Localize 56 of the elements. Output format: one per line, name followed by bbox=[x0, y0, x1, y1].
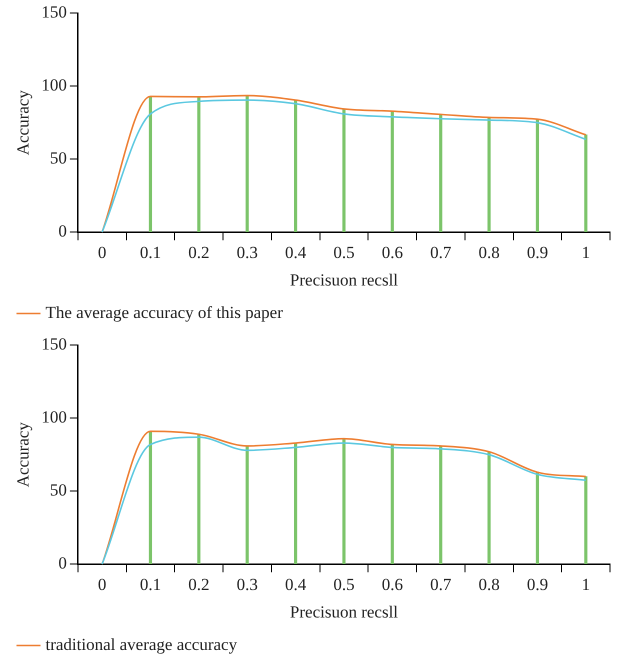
legend-label: The average accuracy of this paper bbox=[46, 302, 284, 322]
y-axis-title: Accuracy bbox=[14, 422, 33, 488]
x-tick-label: 0.3 bbox=[236, 574, 258, 594]
bar bbox=[584, 476, 588, 564]
x-tick-label: 0.4 bbox=[284, 242, 307, 262]
bar bbox=[294, 100, 298, 232]
x-tick-label: 0.1 bbox=[140, 574, 162, 594]
bar bbox=[342, 108, 346, 232]
bar bbox=[439, 446, 442, 564]
bar bbox=[390, 110, 394, 232]
bar bbox=[584, 134, 588, 232]
bar bbox=[342, 438, 346, 564]
x-tick-label: 0.7 bbox=[430, 242, 452, 262]
x-tick-label: 0 bbox=[98, 574, 106, 594]
y-tick-label: 50 bbox=[50, 148, 67, 168]
bar bbox=[294, 442, 298, 564]
x-tick-label: 0.8 bbox=[478, 574, 500, 594]
y-tick-label: 100 bbox=[41, 408, 67, 427]
x-tick-label: 0.2 bbox=[188, 574, 210, 594]
bar bbox=[197, 434, 200, 564]
y-tick-label: 150 bbox=[41, 334, 67, 354]
legend-label: traditional average accuracy bbox=[46, 634, 238, 654]
x-tick-label: 0.6 bbox=[382, 574, 403, 594]
x-tick-label: 0 bbox=[98, 242, 106, 262]
bar bbox=[536, 118, 540, 232]
x-tick-label: 0.5 bbox=[333, 574, 355, 594]
x-tick-label: 0.7 bbox=[430, 574, 452, 594]
bar bbox=[439, 114, 442, 232]
x-tick-label: 0.8 bbox=[478, 242, 500, 262]
x-tick-label: 0.9 bbox=[526, 574, 548, 594]
x-axis-title: Precisuon recsll bbox=[290, 602, 398, 622]
x-tick-label: 0.3 bbox=[236, 242, 258, 262]
y-tick-label: 0 bbox=[58, 554, 67, 573]
bar bbox=[197, 96, 200, 232]
y-tick-label: 100 bbox=[41, 76, 67, 95]
bar bbox=[246, 446, 249, 564]
y-tick-label: 0 bbox=[58, 222, 67, 241]
x-axis-title: Precisuon recsll bbox=[290, 270, 398, 290]
bar bbox=[487, 451, 491, 564]
y-tick-label: 150 bbox=[41, 2, 67, 22]
bar bbox=[148, 431, 152, 564]
x-tick-label: 0.6 bbox=[382, 242, 403, 262]
bar bbox=[536, 472, 540, 564]
y-axis-title: Accuracy bbox=[14, 90, 33, 156]
y-tick-label: 50 bbox=[50, 480, 67, 500]
x-tick-label: 1 bbox=[582, 574, 590, 594]
x-tick-label: 0.9 bbox=[526, 242, 548, 262]
x-tick-label: 0.2 bbox=[188, 242, 210, 262]
bar bbox=[246, 95, 249, 232]
bar bbox=[148, 96, 152, 232]
bar bbox=[487, 117, 491, 232]
x-tick-label: 1 bbox=[582, 242, 590, 262]
bar bbox=[390, 444, 394, 564]
x-tick-label: 0.4 bbox=[284, 574, 307, 594]
x-tick-label: 0.1 bbox=[140, 242, 162, 262]
x-tick-label: 0.5 bbox=[333, 242, 355, 262]
